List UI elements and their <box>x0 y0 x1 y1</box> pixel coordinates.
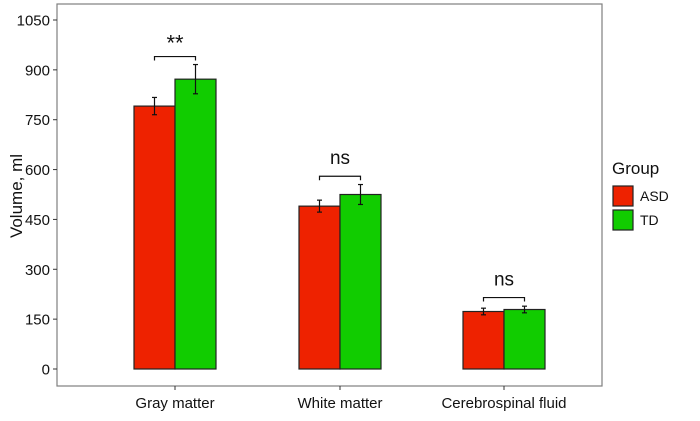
legend-label: TD <box>640 212 659 228</box>
y-tick-label: 750 <box>25 112 50 129</box>
y-tick-label: 150 <box>25 312 50 329</box>
bars <box>133 63 546 370</box>
legend: Group ASD TD <box>612 159 669 231</box>
significance-bracket <box>153 55 197 61</box>
significance-bracket <box>482 296 526 302</box>
x-axis: Gray matter White matter Cerebrospinal flu… <box>135 386 567 412</box>
bar-td <box>503 308 546 370</box>
x-tick-label: Cerebrospinal fluid <box>441 395 566 412</box>
bar-asd <box>298 205 341 370</box>
legend-title: Group <box>612 159 659 178</box>
y-tick-label: 600 <box>25 162 50 179</box>
significance-annotations: ** ns ns <box>153 31 526 302</box>
bar-asd <box>462 310 505 370</box>
y-tick-label: 300 <box>25 262 50 279</box>
error-bar <box>317 199 322 213</box>
legend-key-asd <box>612 185 634 207</box>
significance-bracket <box>318 175 362 181</box>
significance-label: ns <box>494 270 514 291</box>
significance-label: ** <box>166 31 184 56</box>
error-bar <box>358 183 363 206</box>
legend-key-td <box>612 209 634 231</box>
y-axis: 0 150 300 450 600 750 900 1050 <box>17 13 57 379</box>
y-tick-label: 0 <box>42 362 50 379</box>
legend-label: ASD <box>640 188 669 204</box>
error-bar <box>481 307 486 316</box>
error-bar <box>522 305 527 314</box>
bar-asd <box>133 105 176 370</box>
x-tick-label: White matter <box>297 395 382 412</box>
error-bar <box>193 63 198 95</box>
x-tick-label: Gray matter <box>135 395 214 412</box>
error-bar <box>152 96 157 116</box>
significance-label: ns <box>330 148 350 169</box>
y-tick-label: 450 <box>25 212 50 229</box>
y-axis-label: Volume, ml <box>7 154 26 238</box>
y-tick-label: 900 <box>25 62 50 79</box>
bar-td <box>174 78 217 370</box>
bar-td <box>339 193 382 370</box>
y-tick-label: 1050 <box>17 13 50 30</box>
